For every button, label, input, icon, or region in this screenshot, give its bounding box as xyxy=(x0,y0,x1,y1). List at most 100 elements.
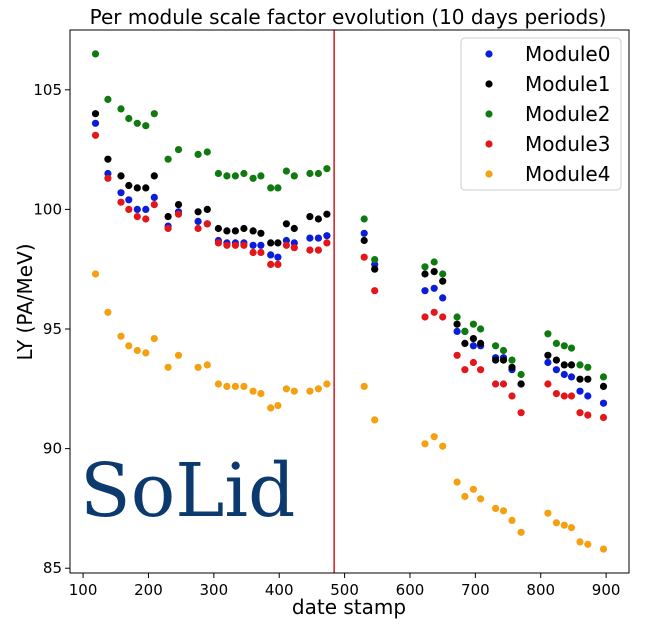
point-module2-22 xyxy=(314,169,322,178)
point-module4-37 xyxy=(544,509,552,517)
point-module2-27 xyxy=(430,258,438,266)
point-module3-40 xyxy=(567,392,576,400)
point-module3-4 xyxy=(133,213,141,221)
point-module2-19 xyxy=(282,167,290,175)
point-module2-20 xyxy=(290,172,298,180)
point-module3-6 xyxy=(150,201,158,209)
point-module3-41 xyxy=(576,409,584,417)
point-module4-8 xyxy=(174,351,183,359)
legend-marker-module0 xyxy=(485,50,493,58)
point-module3-13 xyxy=(231,241,239,249)
point-module0-41 xyxy=(576,387,584,395)
point-module2-36 xyxy=(517,370,525,379)
point-module2-9 xyxy=(194,150,202,158)
point-module2-4 xyxy=(133,119,141,127)
point-module2-2 xyxy=(117,105,125,113)
point-module4-6 xyxy=(150,335,158,343)
point-module3-1 xyxy=(104,174,112,182)
point-module1-26 xyxy=(421,270,429,278)
y-tick-label-105: 105 xyxy=(33,81,62,99)
point-module1-21 xyxy=(306,213,314,221)
point-module3-34 xyxy=(499,380,508,388)
point-module0-39 xyxy=(560,370,568,379)
point-module4-0 xyxy=(91,270,100,278)
point-module0-22 xyxy=(314,234,322,242)
point-module2-5 xyxy=(142,122,150,130)
point-module4-15 xyxy=(249,387,257,395)
point-module4-25 xyxy=(371,416,379,424)
point-module1-22 xyxy=(314,215,322,223)
point-module2-12 xyxy=(223,172,231,180)
point-module4-17 xyxy=(267,404,275,412)
point-module0-26 xyxy=(421,287,429,295)
series-module2 xyxy=(91,50,608,381)
point-module1-0 xyxy=(91,110,100,118)
point-module1-15 xyxy=(249,227,257,235)
chart-title: Per module scale factor evolution (10 da… xyxy=(90,5,607,29)
point-module2-29 xyxy=(453,313,461,321)
point-module1-19 xyxy=(282,220,290,228)
point-module4-7 xyxy=(164,363,172,371)
point-module0-4 xyxy=(133,205,141,213)
point-module1-29 xyxy=(453,320,461,328)
point-module3-7 xyxy=(164,224,172,233)
point-module1-17 xyxy=(267,239,275,247)
point-module3-30 xyxy=(461,366,469,374)
point-module2-0 xyxy=(91,50,100,58)
point-module4-11 xyxy=(214,380,222,388)
point-module1-7 xyxy=(164,213,172,221)
point-module1-13 xyxy=(231,227,239,235)
point-module1-37 xyxy=(544,351,552,359)
point-module3-14 xyxy=(240,241,248,249)
legend-label-module3: Module3 xyxy=(525,132,610,156)
point-module4-9 xyxy=(194,363,202,371)
point-module3-32 xyxy=(477,366,485,374)
y-tick-label-100: 100 xyxy=(33,200,62,218)
point-module4-2 xyxy=(117,332,125,340)
point-module0-38 xyxy=(552,366,561,374)
point-module3-23 xyxy=(323,239,331,247)
series-module3 xyxy=(91,131,608,422)
point-module0-24 xyxy=(360,229,368,237)
data-points xyxy=(91,50,608,553)
point-module1-1 xyxy=(104,155,112,163)
point-module4-16 xyxy=(257,390,265,398)
point-module0-3 xyxy=(125,196,133,204)
point-module2-1 xyxy=(104,95,112,103)
point-module1-10 xyxy=(203,205,211,213)
point-module2-17 xyxy=(267,184,275,192)
point-module1-42 xyxy=(584,375,592,383)
point-module3-0 xyxy=(91,131,100,139)
point-module0-37 xyxy=(544,358,552,367)
point-module1-12 xyxy=(223,227,231,235)
point-module3-38 xyxy=(552,390,561,398)
point-module3-31 xyxy=(469,358,477,367)
point-module3-9 xyxy=(194,224,202,233)
point-module2-23 xyxy=(323,165,331,173)
point-module3-21 xyxy=(306,246,314,254)
point-module4-10 xyxy=(203,361,211,369)
plot-area xyxy=(69,29,630,574)
point-module0-29 xyxy=(453,327,461,335)
point-module2-38 xyxy=(552,339,561,347)
point-module2-32 xyxy=(477,325,485,333)
point-module3-28 xyxy=(439,313,447,321)
point-module1-3 xyxy=(125,181,133,190)
point-module4-23 xyxy=(323,380,331,388)
point-module3-3 xyxy=(125,205,133,213)
point-module0-31 xyxy=(469,342,477,350)
point-module3-27 xyxy=(430,308,438,316)
point-module4-33 xyxy=(492,504,500,512)
point-module1-36 xyxy=(517,380,525,388)
point-module4-22 xyxy=(314,385,322,393)
legend-marker-module1 xyxy=(485,80,493,88)
point-module3-29 xyxy=(453,351,461,359)
legend-box xyxy=(460,37,622,191)
point-module3-22 xyxy=(314,246,322,254)
point-module3-39 xyxy=(560,392,568,400)
legend-marker-module2 xyxy=(485,110,493,118)
point-module1-4 xyxy=(133,184,141,192)
legend: Module0 Module1 Module2 Module3 Module4 xyxy=(460,37,622,191)
point-module4-13 xyxy=(231,382,239,390)
